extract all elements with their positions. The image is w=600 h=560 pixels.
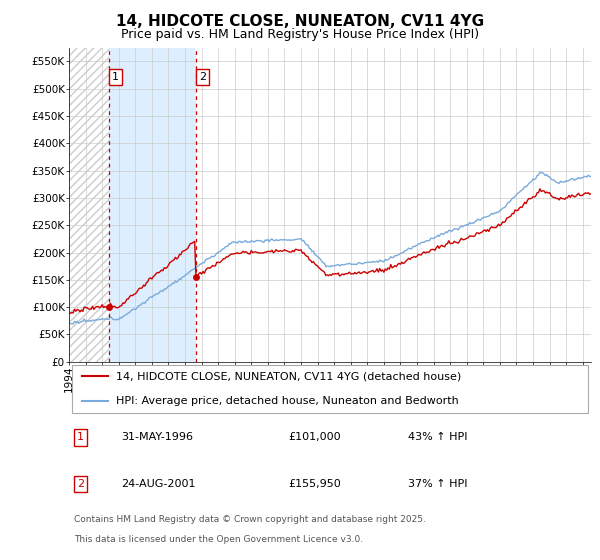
- Text: 2: 2: [77, 479, 84, 489]
- Text: HPI: Average price, detached house, Nuneaton and Bedworth: HPI: Average price, detached house, Nune…: [116, 396, 459, 406]
- Text: 43% ↑ HPI: 43% ↑ HPI: [409, 432, 468, 442]
- Text: £101,000: £101,000: [288, 432, 341, 442]
- Bar: [69, 48, 109, 362]
- FancyBboxPatch shape: [71, 365, 589, 413]
- Text: Price paid vs. HM Land Registry's House Price Index (HPI): Price paid vs. HM Land Registry's House …: [121, 28, 479, 41]
- Text: 24-AUG-2001: 24-AUG-2001: [121, 479, 196, 489]
- Text: This data is licensed under the Open Government Licence v3.0.: This data is licensed under the Open Gov…: [74, 535, 364, 544]
- Text: 14, HIDCOTE CLOSE, NUNEATON, CV11 4YG: 14, HIDCOTE CLOSE, NUNEATON, CV11 4YG: [116, 14, 484, 29]
- Text: 2: 2: [199, 72, 206, 82]
- Text: 31-MAY-1996: 31-MAY-1996: [121, 432, 193, 442]
- Bar: [109, 48, 196, 362]
- Text: 1: 1: [112, 72, 119, 82]
- Text: Contains HM Land Registry data © Crown copyright and database right 2025.: Contains HM Land Registry data © Crown c…: [74, 515, 426, 524]
- Text: 14, HIDCOTE CLOSE, NUNEATON, CV11 4YG (detached house): 14, HIDCOTE CLOSE, NUNEATON, CV11 4YG (d…: [116, 371, 461, 381]
- Text: 1: 1: [77, 432, 84, 442]
- Text: £155,950: £155,950: [288, 479, 341, 489]
- Text: 37% ↑ HPI: 37% ↑ HPI: [409, 479, 468, 489]
